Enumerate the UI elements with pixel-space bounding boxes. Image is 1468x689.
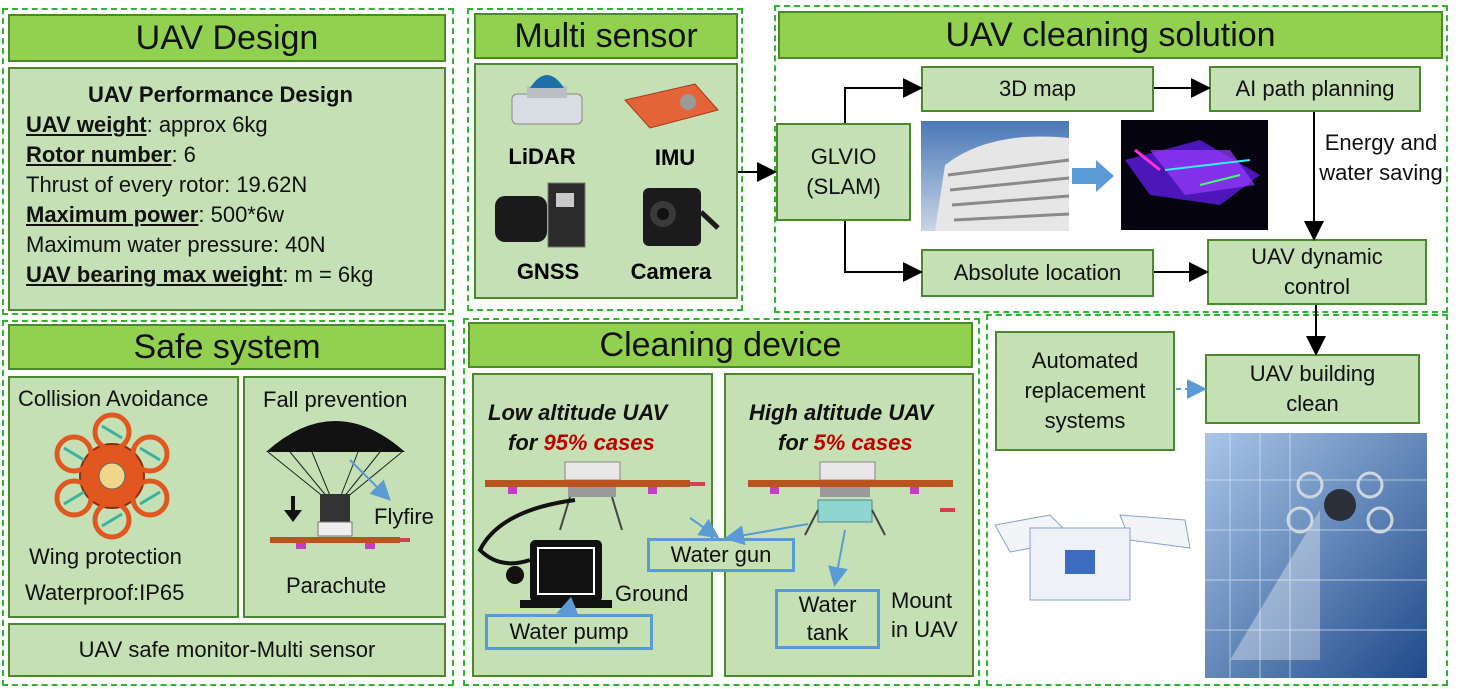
- waterproof-label: Waterproof:IP65: [25, 580, 185, 605]
- multi-sensor-title: Multi sensor: [474, 13, 738, 59]
- cleaning-solution-section: [774, 5, 1448, 313]
- multi-sensor-section: [467, 8, 743, 311]
- gnss-label: GNSS: [517, 259, 579, 284]
- camera-icon: [643, 188, 720, 246]
- automated-replacement-box: Automated replacement systems: [995, 331, 1175, 451]
- cleaning-device-section: [463, 318, 980, 686]
- pressure-text: Maximum water pressure: 40N: [26, 232, 326, 257]
- weight-value: : approx 6kg: [146, 112, 268, 137]
- parachute-label: Parachute: [286, 573, 387, 598]
- replacement-station-icon: [994, 514, 1191, 601]
- mount-label: Mount in UAV: [891, 588, 958, 642]
- arrow-low-to-gun: [689, 517, 720, 539]
- ground-label: Ground: [615, 581, 689, 606]
- rotor-value: : 6: [171, 142, 196, 167]
- lidar-label: LiDAR: [508, 144, 575, 169]
- camera-label: Camera: [631, 259, 712, 284]
- arrow-glvio-to-location: [844, 221, 923, 282]
- fall-prevention-label: Fall prevention: [263, 387, 408, 412]
- arrow-to-tank: [828, 529, 848, 587]
- weight-label: UAV weight: [26, 112, 147, 137]
- thrust-text: Thrust of every rotor: 19.62N: [26, 172, 308, 197]
- cleaning-solution-title: UAV cleaning solution: [778, 11, 1443, 59]
- wing-protection-label: Wing protection: [29, 544, 182, 569]
- building-clean-section: [986, 314, 1448, 686]
- low-altitude-title: Low altitude UAV: [488, 400, 668, 425]
- high-altitude-uav-icon: [748, 461, 955, 536]
- dynamic-control-box: UAV dynamic control: [1207, 239, 1427, 305]
- cleaning-device-title: Cleaning device: [468, 322, 973, 368]
- point-cloud-image: [1121, 120, 1268, 230]
- glvio-box: GLVIO (SLAM): [776, 123, 911, 221]
- arrow-glvio-to-map: [844, 78, 923, 123]
- safe-monitor-box: UAV safe monitor-Multi sensor: [8, 623, 446, 677]
- building-clean-box: UAV building clean: [1205, 354, 1420, 424]
- low-altitude-uav-icon: [477, 461, 705, 566]
- high-altitude-title: High altitude UAV: [749, 400, 934, 425]
- map-transform-arrow: [1072, 160, 1114, 192]
- arrow-high-to-gun: [724, 523, 809, 546]
- building-photo: [921, 121, 1070, 231]
- bearing-label: UAV bearing max weight: [26, 262, 283, 287]
- rotor-label: Rotor number: [26, 142, 172, 167]
- gnss-icon: [495, 182, 586, 248]
- low-altitude-share: for 95% cases: [508, 430, 655, 455]
- flyfire-label: Flyfire: [374, 504, 434, 529]
- lidar-icon: [511, 75, 583, 125]
- uav-performance-title: UAV Performance Design: [88, 82, 353, 107]
- safe-system-title: Safe system: [8, 324, 446, 370]
- uav-design-section: [2, 8, 454, 315]
- safe-system-section: [2, 320, 454, 686]
- power-label: Maximum power: [26, 202, 199, 227]
- water-tank-box: Water tank: [775, 589, 880, 649]
- power-value: : 500*6w: [198, 202, 284, 227]
- drone-cleaning-building-image: [1205, 433, 1427, 678]
- uav-design-title: UAV Design: [8, 14, 446, 62]
- uav-performance-list: UAV weight: approx 6kg Rotor number: 6 T…: [26, 110, 373, 290]
- energy-water-note: Energy and water saving: [1319, 130, 1443, 185]
- imu-label: IMU: [655, 145, 695, 170]
- ground-pump-icon: [506, 540, 612, 608]
- water-gun-box: Water gun: [647, 538, 795, 572]
- high-altitude-share: for 5% cases: [778, 430, 913, 455]
- hexacopter-icon: [54, 412, 170, 540]
- map3d-box: 3D map: [921, 66, 1154, 112]
- ai-path-box: AI path planning: [1209, 66, 1421, 112]
- arrow-to-pump: [556, 596, 579, 616]
- bearing-value: : m = 6kg: [282, 262, 374, 287]
- water-pump-box: Water pump: [485, 614, 653, 650]
- uav-performance-panel: [8, 67, 446, 311]
- imu-icon: [624, 83, 719, 129]
- absolute-location-box: Absolute location: [921, 249, 1154, 297]
- collision-avoidance-label: Collision Avoidance: [18, 386, 209, 411]
- parachute-icon: [266, 421, 410, 549]
